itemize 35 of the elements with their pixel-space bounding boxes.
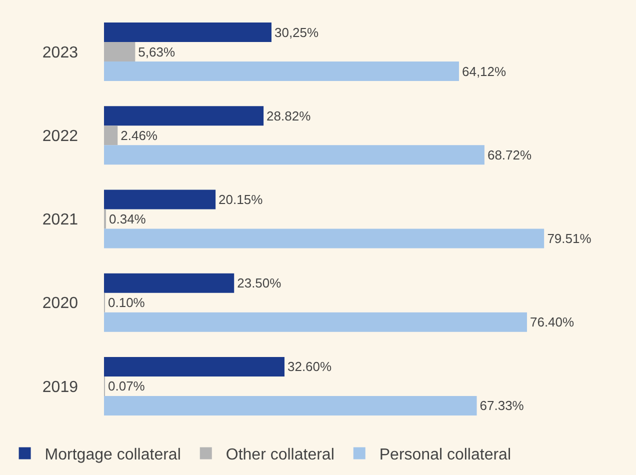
data-label: 5,63% bbox=[138, 44, 176, 60]
data-label: 28.82% bbox=[266, 108, 312, 124]
bar bbox=[104, 190, 216, 210]
data-label: 79.51% bbox=[547, 231, 592, 246]
data-label: 68.72% bbox=[487, 147, 532, 162]
y-tick-label: 2022 bbox=[42, 128, 78, 145]
bar bbox=[104, 62, 459, 82]
bar bbox=[104, 145, 484, 165]
data-label: 30,25% bbox=[274, 24, 320, 40]
data-label: 0.34% bbox=[109, 212, 146, 226]
bar bbox=[104, 106, 264, 126]
bar bbox=[104, 396, 477, 416]
bar bbox=[104, 312, 527, 332]
legend-label: Personal collateral bbox=[379, 446, 512, 464]
legend-label: Other collateral bbox=[226, 446, 334, 464]
data-label: 76.40% bbox=[530, 314, 575, 330]
bar bbox=[104, 22, 272, 42]
data-label: 64,12% bbox=[462, 64, 507, 79]
data-label: 23.50% bbox=[237, 276, 282, 291]
bar bbox=[104, 273, 234, 293]
legend-label: Mortgage collateral bbox=[44, 446, 181, 464]
data-label: 2.46% bbox=[120, 128, 158, 143]
data-label: 67.33% bbox=[480, 398, 524, 414]
y-tick-label: 2019 bbox=[42, 378, 78, 396]
data-label: 20.15% bbox=[218, 192, 264, 207]
bar bbox=[104, 356, 284, 376]
y-tick-label: 2021 bbox=[42, 212, 78, 229]
bar bbox=[104, 228, 544, 248]
data-label: 0.07% bbox=[108, 378, 146, 394]
y-tick-label: 2020 bbox=[42, 295, 78, 312]
data-label: 32.60% bbox=[287, 359, 332, 374]
y-tick-label: 2023 bbox=[42, 44, 78, 62]
bar bbox=[104, 42, 136, 62]
bar bbox=[104, 126, 118, 146]
data-label: 0.10% bbox=[108, 295, 146, 310]
